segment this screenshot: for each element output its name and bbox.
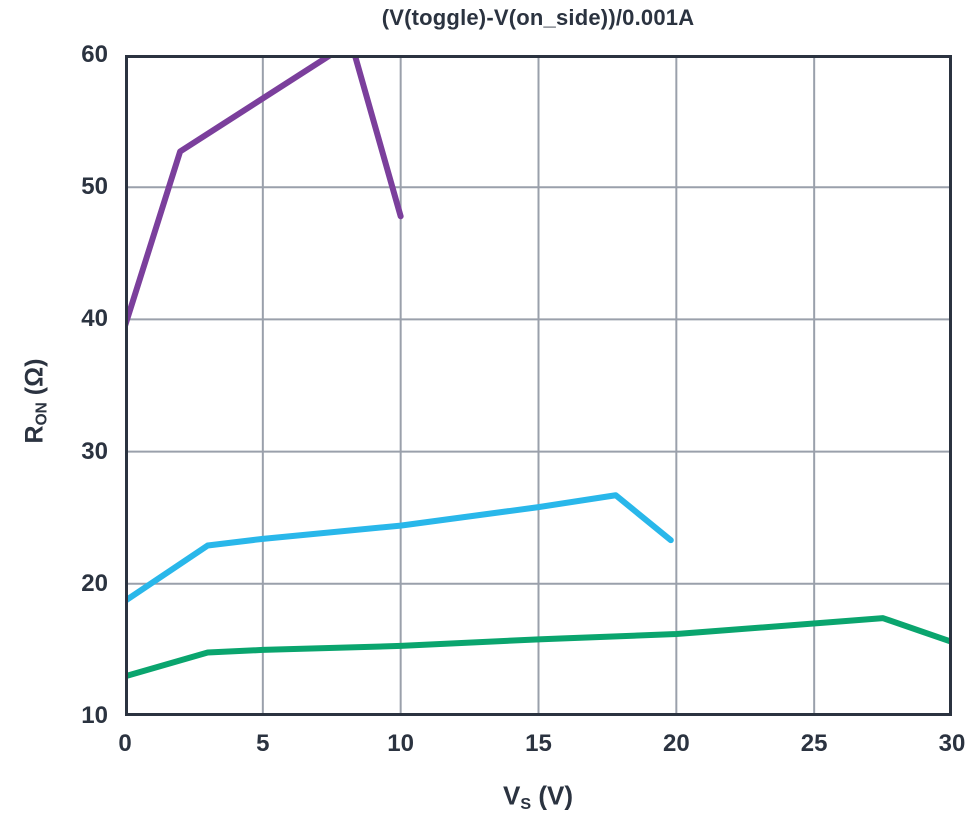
x-tick-label: 10	[387, 730, 414, 757]
y-axis-label-subscript: ON	[33, 402, 51, 426]
y-tick-label: 10	[81, 702, 108, 729]
x-axis-label-unit: (V)	[531, 780, 573, 811]
x-tick-label: 30	[938, 730, 966, 757]
x-tick-label: 20	[662, 730, 690, 757]
y-tick-label: 40	[81, 305, 108, 333]
x-tick-label: 5	[256, 730, 270, 757]
chart-title: (V(toggle)-V(on_side))/0.001A	[381, 5, 695, 30]
y-tick-label: 50	[81, 173, 108, 201]
x-axis-label: VS (V)	[503, 780, 573, 814]
purple-trace	[125, 55, 404, 330]
y-axis-label-unit: (Ω)	[20, 358, 49, 403]
y-tick-label: 60	[81, 41, 108, 68]
y-axis-label: RON (Ω)	[20, 359, 51, 444]
plot-area	[125, 55, 952, 716]
axes-border	[125, 55, 952, 716]
x-tick-label: 0	[118, 730, 132, 757]
x-tick-label: 25	[800, 730, 828, 757]
cyan-trace	[125, 492, 674, 604]
green-trace	[125, 615, 952, 680]
y-tick-label: 20	[81, 569, 108, 597]
x-axis-label-subscript: S	[520, 794, 532, 813]
y-tick-label: 30	[81, 437, 108, 465]
x-axis-label-symbol: V	[503, 780, 521, 811]
x-tick-label: 15	[525, 730, 552, 757]
